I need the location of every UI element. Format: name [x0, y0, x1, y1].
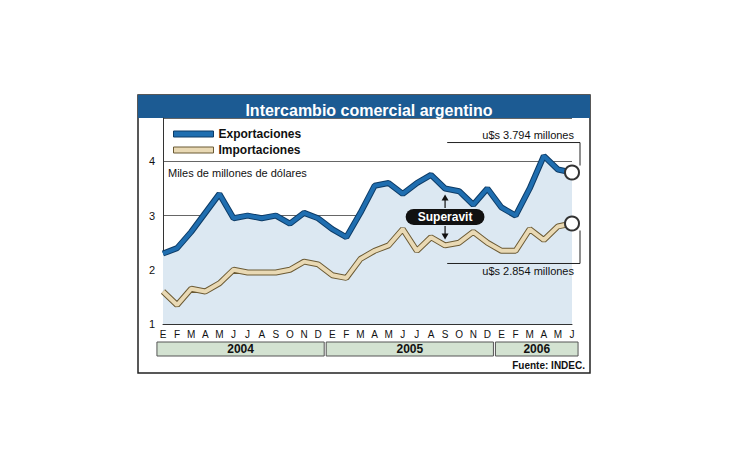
svg-text:E: E	[160, 329, 167, 340]
svg-text:O: O	[286, 329, 294, 340]
svg-text:3: 3	[149, 210, 155, 222]
svg-text:2005: 2005	[396, 342, 423, 356]
svg-text:E: E	[329, 329, 336, 340]
svg-text:Exportaciones: Exportaciones	[219, 127, 302, 141]
svg-text:F: F	[513, 329, 519, 340]
svg-text:D: D	[315, 329, 322, 340]
svg-text:M: M	[526, 329, 534, 340]
svg-text:S: S	[442, 329, 449, 340]
svg-text:M: M	[356, 329, 364, 340]
svg-text:J: J	[570, 329, 575, 340]
svg-text:A: A	[428, 329, 435, 340]
svg-text:A: A	[540, 329, 547, 340]
svg-text:1: 1	[149, 318, 155, 330]
svg-text:Importaciones: Importaciones	[219, 143, 301, 157]
svg-text:J: J	[414, 329, 419, 340]
svg-text:M: M	[187, 329, 195, 340]
svg-text:N: N	[300, 329, 307, 340]
svg-text:D: D	[484, 329, 491, 340]
svg-text:M: M	[215, 329, 223, 340]
svg-text:2004: 2004	[227, 342, 254, 356]
svg-text:M: M	[384, 329, 392, 340]
svg-text:N: N	[470, 329, 477, 340]
svg-text:O: O	[455, 329, 463, 340]
svg-text:S: S	[272, 329, 279, 340]
svg-text:Superavit: Superavit	[418, 210, 473, 224]
svg-text:Miles de millones de dólares: Miles de millones de dólares	[168, 167, 307, 179]
svg-text:2006: 2006	[523, 342, 550, 356]
svg-text:u$s 3.794 millones: u$s 3.794 millones	[482, 129, 574, 141]
svg-text:E: E	[498, 329, 505, 340]
svg-text:A: A	[202, 329, 209, 340]
svg-text:J: J	[231, 329, 236, 340]
svg-text:J: J	[245, 329, 250, 340]
svg-text:u$s 2.854 millones: u$s 2.854 millones	[482, 265, 574, 277]
svg-text:2: 2	[149, 264, 155, 276]
svg-text:F: F	[343, 329, 349, 340]
svg-text:F: F	[174, 329, 180, 340]
svg-text:Intercambio comercial argentin: Intercambio comercial argentino	[245, 102, 492, 119]
svg-text:J: J	[400, 329, 405, 340]
svg-text:A: A	[258, 329, 265, 340]
svg-text:A: A	[371, 329, 378, 340]
svg-text:M: M	[554, 329, 562, 340]
svg-text:4: 4	[149, 155, 155, 167]
svg-text:Fuente: INDEC.: Fuente: INDEC.	[512, 360, 585, 371]
